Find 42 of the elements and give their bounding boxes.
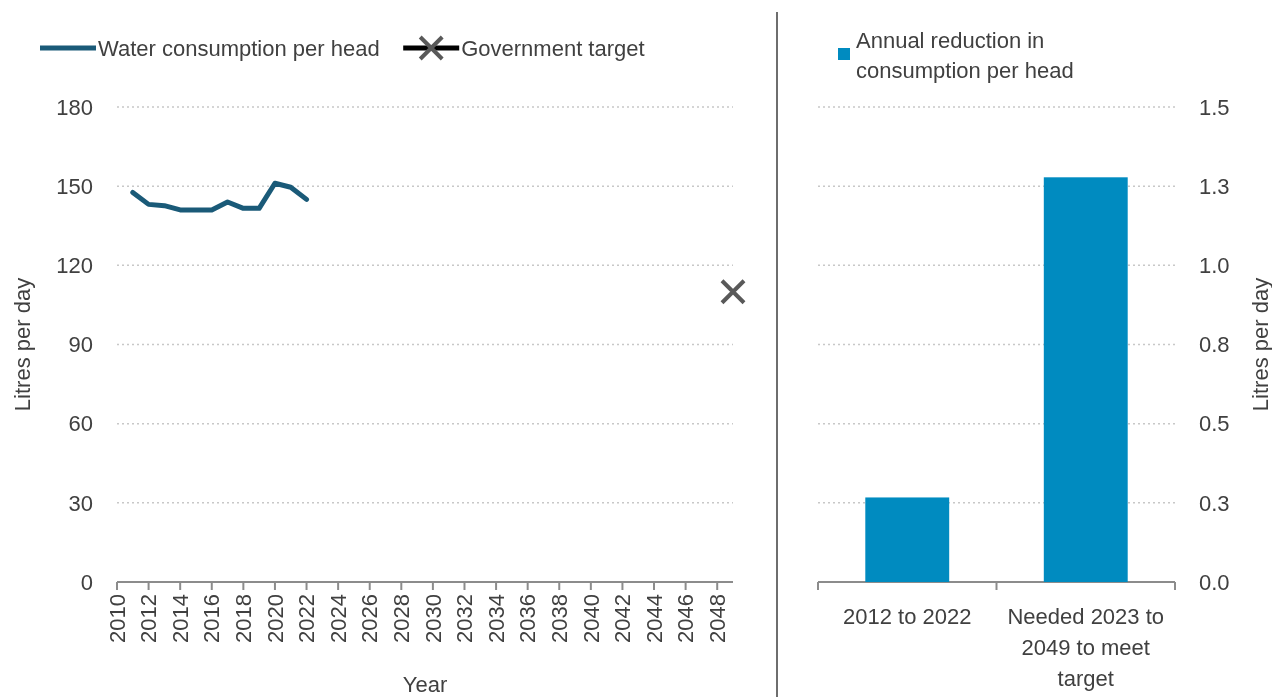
x-tick-label: 2038 [546, 594, 572, 643]
x-tick-label: 2036 [515, 594, 541, 643]
y-tick-label: 0.3 [1199, 490, 1230, 516]
x-tick-label: 2044 [641, 594, 667, 643]
legend-label: Annual reduction in consumption per head [856, 28, 1074, 83]
y-tick-label: 0.0 [1199, 569, 1230, 595]
y-tick-label: 90 [68, 332, 93, 358]
y-tick-label: 0.8 [1199, 332, 1230, 358]
legend-label: Water consumption per head [98, 35, 380, 61]
y-tick-label: 0 [80, 569, 93, 595]
x-tick-label: 2034 [483, 594, 509, 643]
y-tick-label: 120 [56, 253, 93, 279]
x-tick-label: 2012 to 2022 [843, 604, 972, 629]
x-tick-label: 2040 [578, 594, 604, 643]
x-tick-label: 2020 [262, 594, 288, 643]
x-tick-label: 2010 [104, 594, 130, 643]
x-tick-label: 2032 [452, 594, 478, 643]
y-axis-title: Litres per day [9, 277, 35, 412]
y-tick-label: 1.0 [1199, 253, 1230, 279]
x-tick-label: 2030 [420, 594, 446, 643]
x-tick-label: 2016 [199, 594, 225, 643]
x-tick-label: 2014 [167, 594, 193, 643]
x-tick-label: 2028 [389, 594, 415, 643]
y-tick-label: 60 [68, 411, 93, 437]
x-tick-label: 2048 [704, 594, 730, 643]
x-axis-title: Year [402, 672, 448, 697]
y-tick-label: 150 [56, 173, 93, 199]
y-axis-title: Litres per day [1247, 277, 1272, 412]
x-tick-label: 2046 [673, 594, 699, 643]
x-tick-label: Needed 2023 to 2049 to meet target [1007, 604, 1165, 691]
x-tick-label: 2026 [357, 594, 383, 643]
x-tick-label: 2022 [294, 594, 320, 643]
x-tick-label: 2012 [136, 594, 162, 643]
y-tick-label: 180 [56, 94, 93, 120]
y-tick-label: 0.5 [1199, 411, 1230, 437]
y-tick-label: 1.3 [1199, 173, 1230, 199]
legend-label: Government target [461, 35, 645, 61]
y-tick-label: 1.5 [1199, 94, 1230, 120]
x-tick-label: 2024 [325, 594, 351, 643]
x-tick-label: 2018 [231, 594, 257, 643]
x-tick-label: 2042 [610, 594, 636, 643]
y-tick-label: 30 [68, 490, 93, 516]
